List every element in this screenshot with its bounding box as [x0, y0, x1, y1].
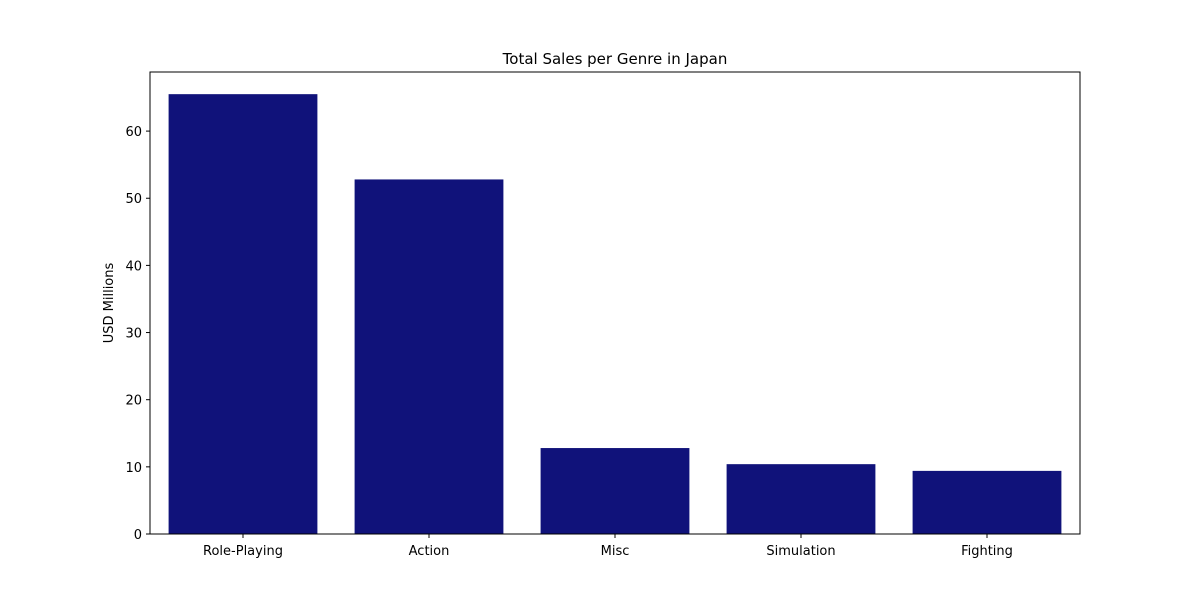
bar-misc — [540, 448, 690, 534]
y-tick-label: 30 — [125, 327, 142, 342]
y-tick-label: 50 — [125, 192, 142, 207]
bars-layer — [168, 94, 1062, 534]
bar-action — [354, 179, 504, 534]
x-tick-label: Action — [409, 544, 450, 559]
x-tick-label: Misc — [601, 544, 630, 559]
bar-simulation — [726, 464, 876, 534]
x-tick-label: Fighting — [961, 544, 1013, 559]
y-axis-label: USD Millions — [102, 263, 117, 344]
y-tick-label: 40 — [125, 259, 142, 274]
y-tick-label: 60 — [125, 125, 142, 140]
y-tick-label: 10 — [125, 461, 142, 476]
x-tick-label: Simulation — [766, 544, 835, 559]
x-tick-label: Role-Playing — [203, 544, 283, 559]
x-axis-ticks: Role-Playing Action Misc Simulation Fighting — [203, 534, 1013, 559]
y-tick-label: 0 — [134, 528, 142, 543]
y-tick-label: 20 — [125, 394, 142, 409]
bar-role-playing — [168, 94, 318, 534]
plot-area-frame — [149, 71, 1081, 535]
chart-title: Total Sales per Genre in Japan — [502, 50, 728, 68]
bar-fighting — [912, 470, 1062, 534]
y-axis-ticks: 0 10 20 30 40 50 60 — [125, 125, 150, 543]
